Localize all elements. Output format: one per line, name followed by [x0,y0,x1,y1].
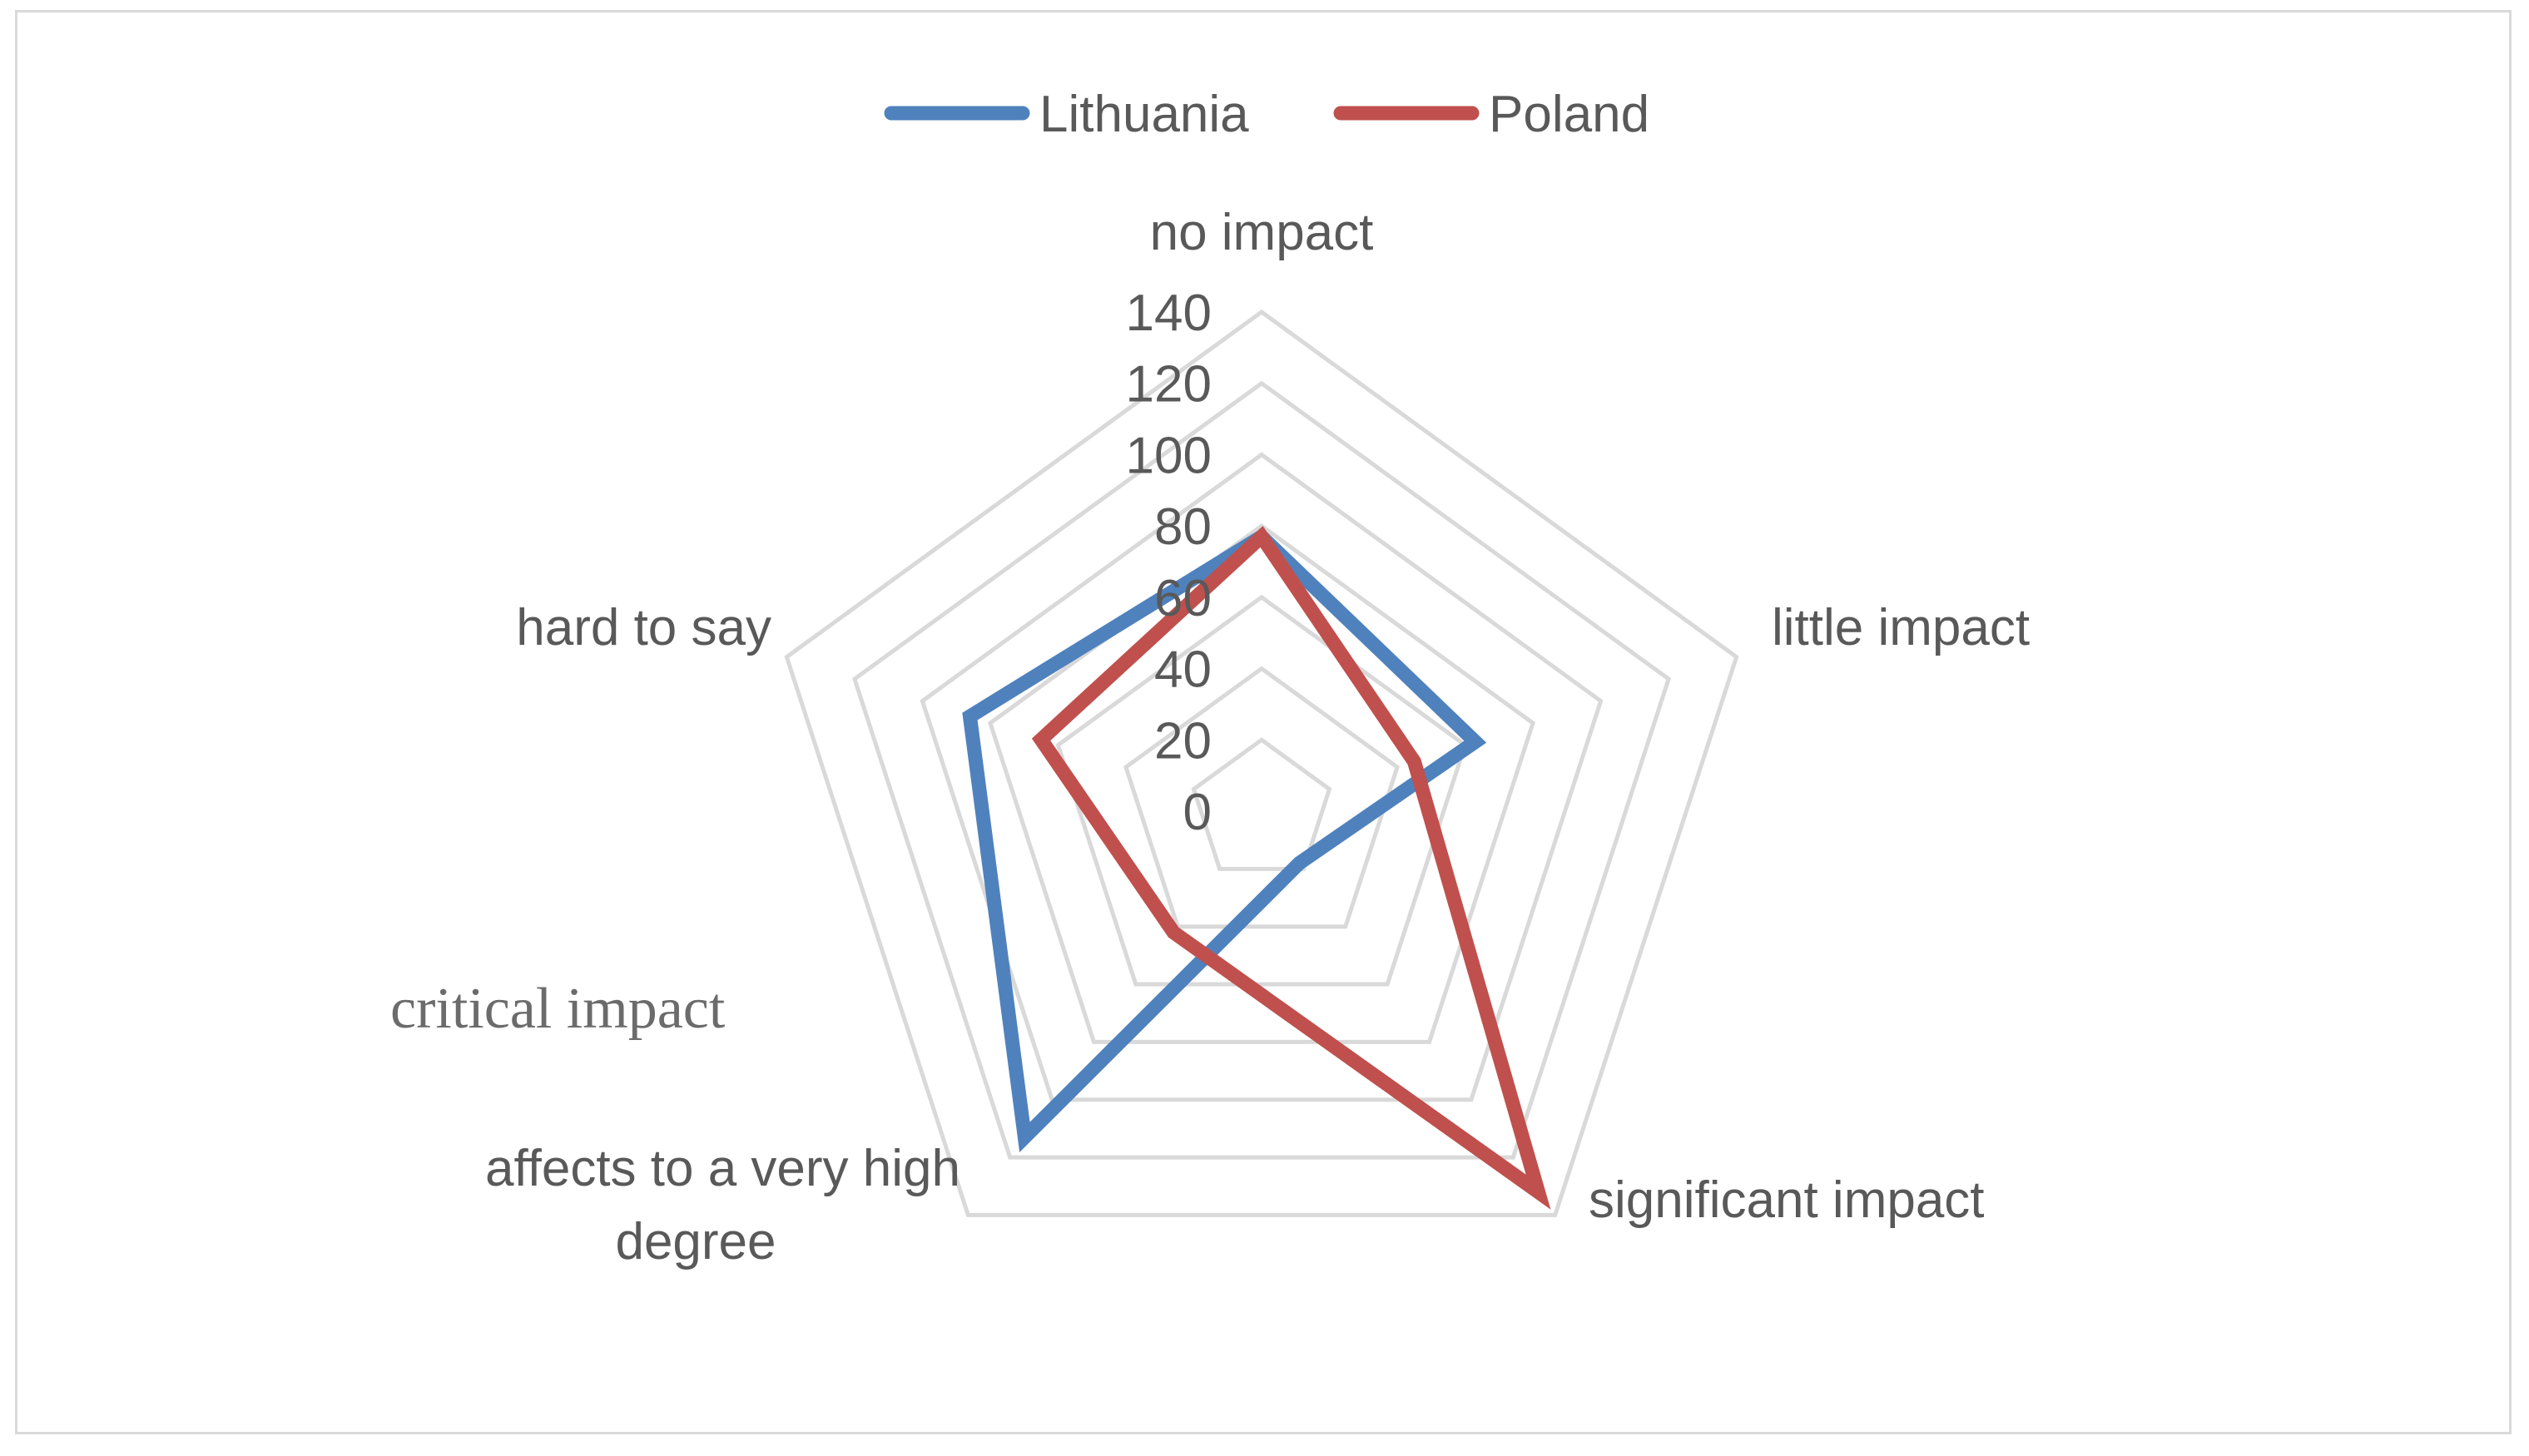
axis-label-line: no impact [1150,204,1374,261]
axis-label-line: affects to a very high [485,1140,960,1197]
axis-label-line: degree [615,1213,776,1270]
radial-tick-labels: 0 20 40 60 80 100 120 140 [1126,285,1212,841]
category-labels: no impact little impact significant impact… [485,204,2030,1270]
tick-label-60: 60 [1154,570,1212,627]
tick-label-80: 80 [1154,498,1212,556]
axis-label-line: hard to say [516,599,771,656]
grid-ring-140 [784,309,1739,1217]
grid-ring-40 [1123,666,1400,929]
legend-label-lithuania: Lithuania [1039,86,1249,143]
grid-ring-120 [851,380,1672,1160]
tick-label-120: 120 [1126,356,1212,414]
series-line-lithuania [962,527,1487,1152]
axis-label-affects-to-a-very-high-degree: affects to a very high degree [485,1140,960,1270]
tick-label-0: 0 [1183,784,1212,841]
tick-label-100: 100 [1126,427,1212,484]
axis-label-little-impact: little impact [1772,599,2030,656]
series-line-poland [1031,526,1551,1210]
legend: Lithuania Poland [884,86,1649,143]
radar-grid [784,309,1739,1217]
axis-label-no-impact: no impact [1150,204,1374,261]
axis-label-hard-to-say: hard to say [516,599,771,656]
radar-series [962,526,1551,1210]
grid-ring-60 [1055,594,1468,987]
tick-label-40: 40 [1154,641,1212,699]
chart-frame: 0 20 40 60 80 100 120 140 no impact little impac… [15,10,2512,1434]
axis-label-significant-impact: significant impact [1589,1171,1985,1229]
grid-ring-80 [987,523,1536,1044]
tick-label-140: 140 [1126,285,1212,342]
annotations: critical impact [390,977,726,1041]
tick-label-20: 20 [1154,712,1212,770]
axis-label-line: significant impact [1589,1171,1985,1229]
radar-chart: 0 20 40 60 80 100 120 140 no impact little impac… [390,86,2030,1270]
annotation-label: critical impact [390,977,726,1041]
axis-label-line: little impact [1772,599,2030,656]
grid-ring-20 [1191,737,1332,871]
grid-ring-100 [920,452,1604,1102]
legend-label-poland: Poland [1489,86,1649,143]
